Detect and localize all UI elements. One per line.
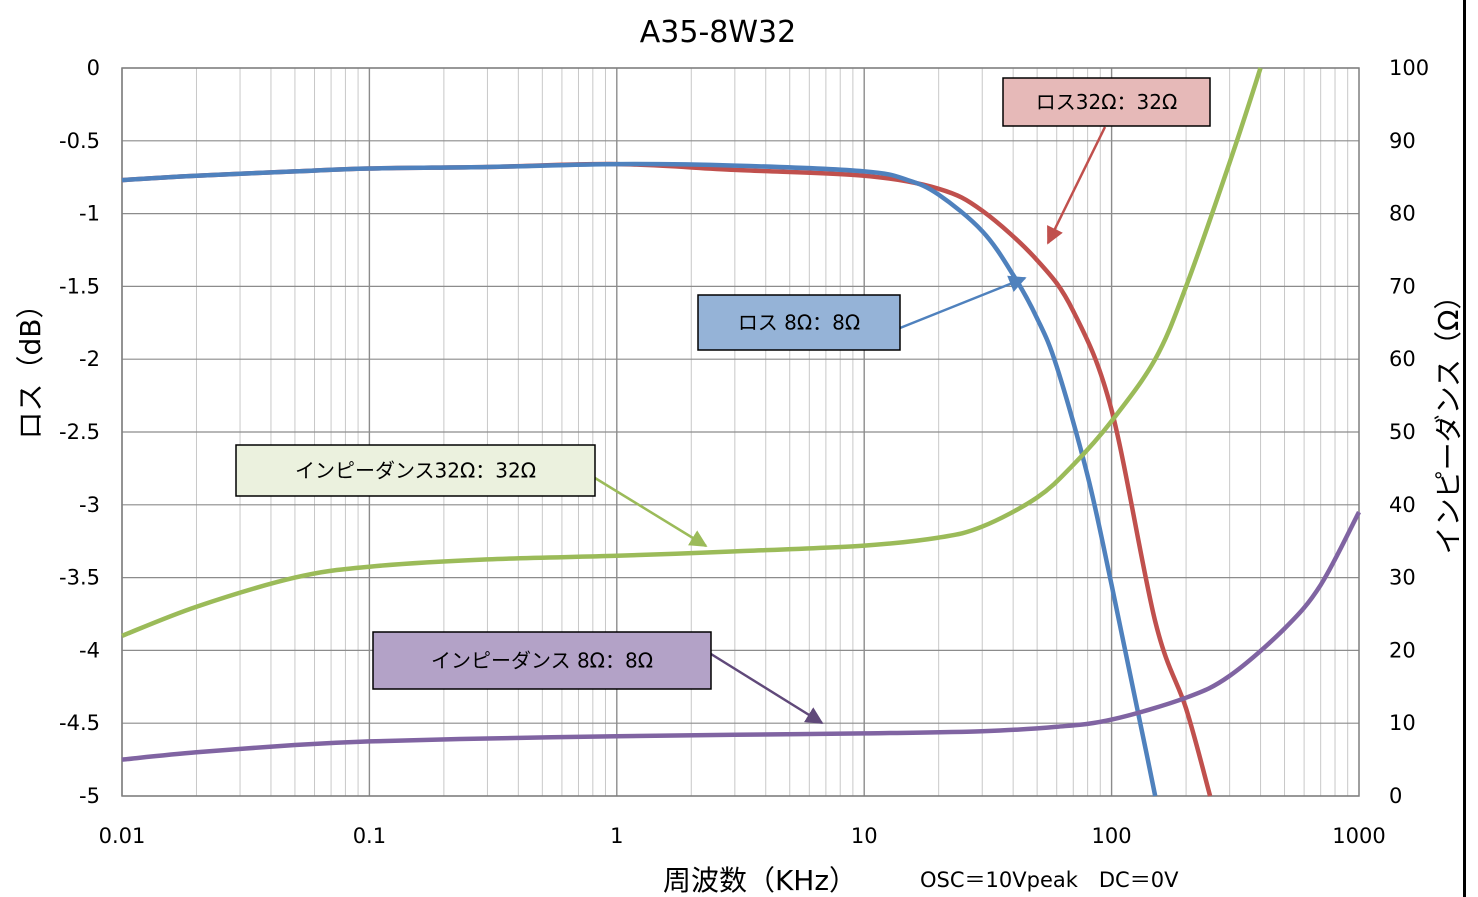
- series-line-1: [121, 161, 1158, 797]
- callout-label: インピーダンス 8Ω：8Ω: [431, 649, 653, 673]
- y-left-tick-label: -4: [79, 638, 100, 662]
- chart-title: A35-8W32: [640, 15, 796, 50]
- callouts: ロス32Ω：32Ω ロス 8Ω：8Ω インピーダンス32Ω：32Ω インピーダンス 8…: [235, 77, 1211, 725]
- callout-arrow: [710, 652, 824, 725]
- callout-box: [372, 631, 712, 690]
- y-right-tick-label: 20: [1389, 638, 1416, 662]
- series-layer: [121, 67, 1361, 797]
- y-right-tick-label: 10: [1389, 711, 1416, 735]
- y-left-tick-label: -5: [79, 784, 100, 808]
- x-axis-title: 周波数（KHz）: [663, 864, 857, 897]
- callout-box: [235, 444, 596, 497]
- y-left-tick-label: 0: [87, 56, 100, 80]
- x-tick-label: 0.1: [353, 824, 386, 848]
- frame-border: [1463, 0, 1466, 897]
- callout-box: [697, 294, 901, 351]
- x-tick-label: 10: [851, 824, 878, 848]
- callout-label: ロス 8Ω：8Ω: [738, 311, 860, 335]
- y-left-tick-label: -4.5: [59, 711, 100, 735]
- series-line-3: [121, 511, 1361, 762]
- x-tick-labels: 0.01 0.1 1 10 100 1000: [99, 824, 1386, 848]
- callout-arrow: [1046, 126, 1107, 245]
- callout-box: [1002, 77, 1211, 127]
- y-right-tick-label: 40: [1389, 493, 1416, 517]
- y-right-tick-label: 50: [1389, 420, 1416, 444]
- y-left-tick-label: -0.5: [59, 129, 100, 153]
- measurement-note: OSC＝10Vpeak DC＝0V: [920, 868, 1179, 892]
- y-left-tick-label: -2: [79, 347, 100, 371]
- y-right-tick-label: 70: [1389, 274, 1416, 298]
- callout-label: ロス32Ω：32Ω: [1036, 90, 1177, 114]
- y-left-axis-title: ロス（dB）: [14, 291, 47, 440]
- y-left-tick-label: -3.5: [59, 566, 100, 590]
- grid: [121, 67, 1359, 797]
- y-left-tick-label: -1: [79, 202, 100, 226]
- y-left-tick-label: -3: [79, 493, 100, 517]
- callout-label: インピーダンス32Ω：32Ω: [295, 459, 536, 483]
- y-right-tick-label: 90: [1389, 129, 1416, 153]
- x-tick-label: 1: [610, 824, 623, 848]
- y-left-tick-labels: 0 -0.5 -1 -1.5 -2 -2.5 -3 -3.5 -4 -4.5 -5: [59, 56, 100, 808]
- y-right-tick-label: 30: [1389, 566, 1416, 590]
- x-tick-label: 100: [1092, 824, 1132, 848]
- callout-arrow: [899, 275, 1027, 330]
- y-right-tick-label: 100: [1389, 56, 1429, 80]
- y-right-axis-title: インピーダンス（Ω）: [1432, 282, 1465, 555]
- plot-frame: [121, 67, 1360, 797]
- callout-arrow: [594, 476, 708, 548]
- x-tick-label: 1000: [1332, 824, 1385, 848]
- y-right-tick-label: 0: [1389, 784, 1402, 808]
- y-left-tick-label: -1.5: [59, 274, 100, 298]
- y-right-tick-label: 60: [1389, 347, 1416, 371]
- x-tick-label: 0.01: [99, 824, 146, 848]
- series-line-2: [121, 67, 1263, 638]
- y-left-tick-label: -2.5: [59, 420, 100, 444]
- y-right-tick-label: 80: [1389, 202, 1416, 226]
